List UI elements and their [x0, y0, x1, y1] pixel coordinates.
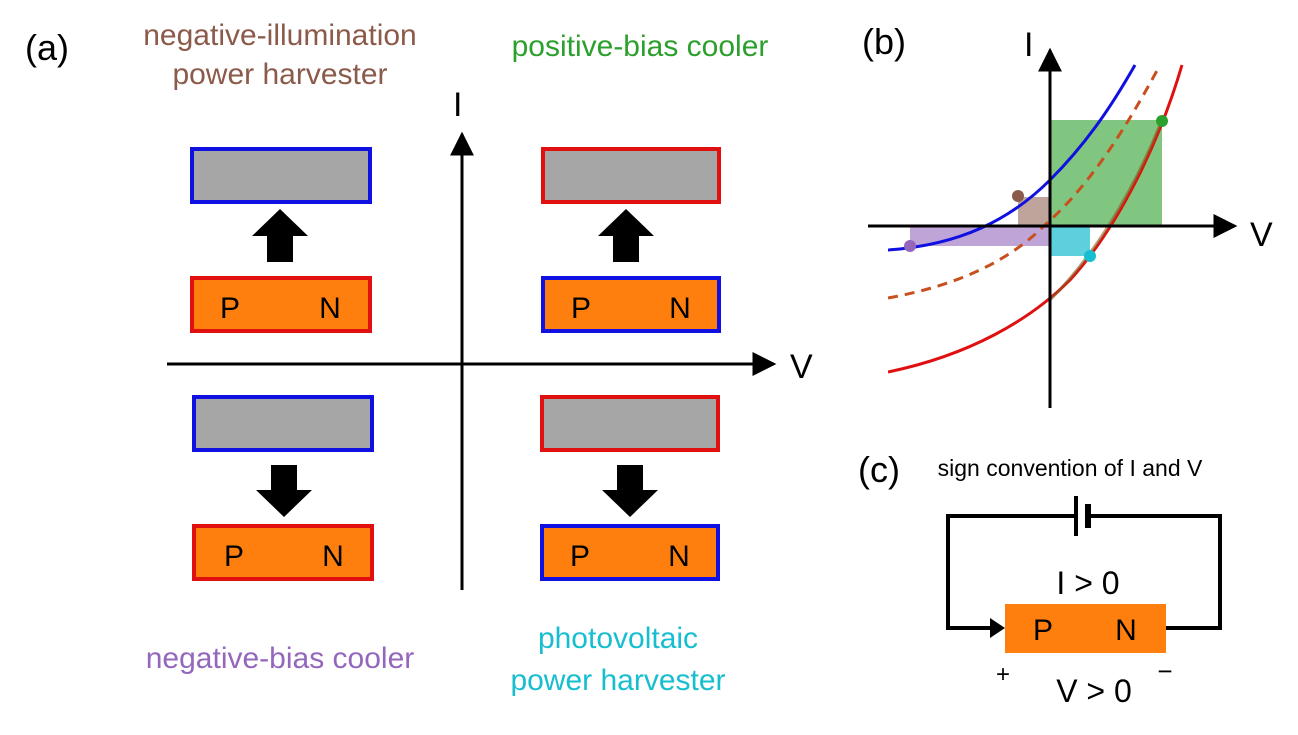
circuit-wire-right	[1090, 514, 1222, 630]
panel-c-title: sign convention of I and V	[938, 455, 1203, 481]
q1-p-label: P	[571, 292, 591, 325]
cyan-point	[1084, 250, 1096, 262]
q1-emitter-block	[541, 147, 721, 204]
panel-b: (b) I V	[862, 21, 1273, 408]
brown-point	[1012, 190, 1024, 202]
q4-n-label: N	[668, 540, 690, 573]
q4-title-line2: power harvester	[510, 664, 725, 697]
plus-sign: +	[996, 661, 1010, 688]
q2-pn-junction	[190, 276, 372, 333]
panel-c: (c) sign convention of I and V P N I > 0…	[858, 449, 1222, 709]
green-point	[1156, 115, 1168, 127]
q4-down-arrow	[602, 465, 658, 517]
q3-title: negative-bias cooler	[146, 642, 415, 675]
current-label: I > 0	[1056, 565, 1119, 601]
brown-region	[1018, 197, 1050, 226]
circuit-wire-left	[946, 514, 1074, 630]
q1-up-arrow	[598, 209, 654, 262]
q2-p-label: P	[220, 292, 240, 325]
q3-n-label: N	[322, 540, 344, 573]
cyan-region	[1050, 226, 1090, 256]
panel-a-i-axis-label: I	[453, 86, 462, 124]
panel-b-label: (b)	[862, 21, 906, 62]
panel-c-p-label: P	[1033, 614, 1053, 647]
panel-b-i-axis-label: I	[1024, 26, 1033, 64]
voltage-label: V > 0	[1056, 673, 1132, 709]
panel-a-v-axis-label: V	[790, 348, 813, 386]
minus-sign: −	[1157, 656, 1172, 686]
purple-point	[904, 240, 916, 252]
q4-p-label: P	[570, 540, 590, 573]
q3-pn-junction	[192, 524, 374, 581]
circuit-arrowhead	[990, 618, 1005, 638]
green-region	[1050, 120, 1162, 226]
q4-pn-junction	[540, 524, 720, 581]
q4-title-line1: photovoltaic	[538, 622, 698, 655]
panel-b-v-axis-label: V	[1250, 216, 1273, 254]
q2-emitter-block	[190, 147, 372, 204]
q2-title-line1: negative-illumination	[143, 19, 417, 52]
panel-c-label: (c)	[858, 449, 900, 490]
q1-title: positive-bias cooler	[512, 30, 769, 63]
q1-pn-junction	[541, 276, 721, 333]
q3-emitter-block	[192, 395, 374, 452]
panel-a: (a) I V negative-illumination power harv…	[25, 19, 813, 697]
panel-c-n-label: N	[1115, 614, 1137, 647]
panel-a-label: (a)	[25, 27, 69, 68]
q3-down-arrow	[256, 465, 312, 517]
q2-n-label: N	[319, 292, 341, 325]
q1-n-label: N	[669, 292, 691, 325]
q4-emitter-block	[540, 395, 720, 452]
q2-up-arrow	[252, 209, 308, 262]
panel-c-pn-junction	[1005, 604, 1166, 653]
q2-title-line2: power harvester	[172, 58, 387, 91]
q3-p-label: P	[224, 540, 244, 573]
